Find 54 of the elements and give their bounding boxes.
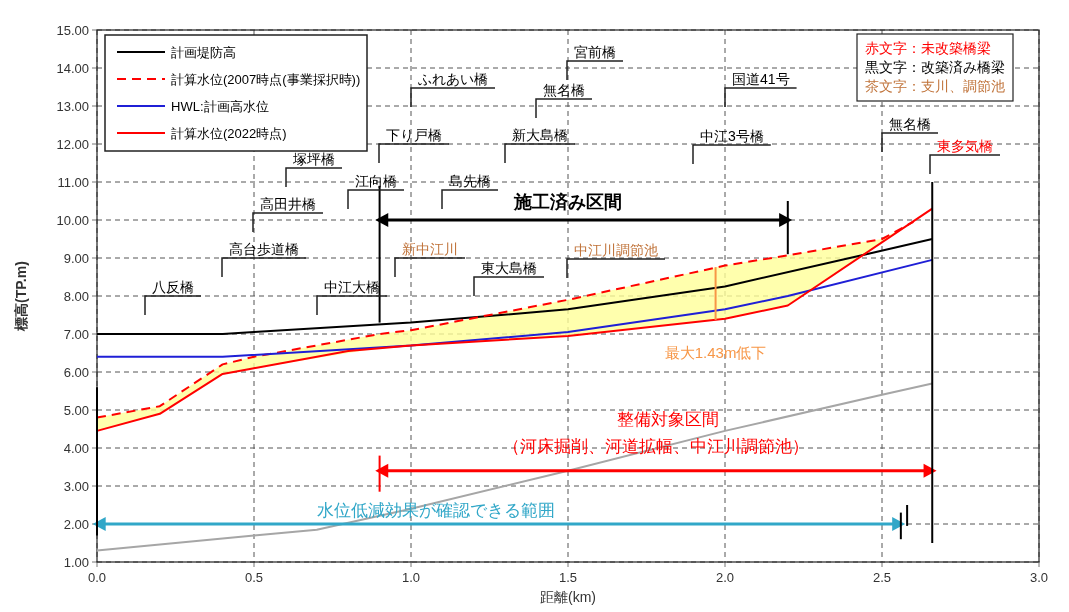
y-tick-label: 2.00 [63,517,89,532]
annotation: 整備対象区間 [617,409,720,429]
annotation: 宮前橋 [574,44,616,60]
annotation: 赤文字：未改築橋梁 [865,40,991,56]
annotation: 無名橋 [889,116,931,132]
annotation: 施工済み区間 [513,192,622,212]
annotation: 無名橋 [543,82,585,98]
y-tick-label: 1.00 [63,555,89,570]
y-tick-label: 10.00 [56,213,89,228]
annotation: 東大島橋 [481,260,537,276]
x-axis-title: 距離(km) [540,589,596,605]
annotation: 黒文字：改築済み橋梁 [865,59,1005,75]
annotation: 高田井橋 [260,196,316,212]
x-tick-label: 1.0 [401,570,421,585]
annotation: 中江川調節池 [574,242,658,258]
y-tick-label: 14.00 [56,61,89,76]
annotation: 中江大橋 [324,279,380,295]
annotation: 新大島橋 [512,127,568,143]
y-tick-label: 12.00 [56,137,89,152]
y-tick-label: 5.00 [63,403,89,418]
annotation: 下り戸橋 [386,127,442,143]
x-tick-label: 0.5 [244,570,264,585]
y-tick-label: 9.00 [63,251,89,266]
x-tick-label: 0.0 [87,570,107,585]
x-tick-label: 2.0 [715,570,735,585]
legend-label: HWL:計画高水位 [171,99,269,114]
annotation: 水位低減効果が確認できる範囲 [317,501,556,520]
annotation: ふれあい橋 [417,71,488,87]
y-tick-label: 4.00 [63,441,89,456]
annotation: （河床掘削、河道拡幅、中江川調節池） [502,436,809,456]
annotation: 塚坪橋 [292,151,335,167]
annotation: 最大1.43m低下 [664,343,767,361]
x-tick-label: 3.0 [1029,570,1049,585]
legend-label: 計算水位(2007時点(事業採択時)) [171,72,361,87]
annotation: 中江3号橋 [700,128,764,144]
y-tick-label: 13.00 [56,99,89,114]
legend-label: 計画堤防高 [171,45,236,60]
annotation: 八反橋 [152,279,194,295]
annotation: 茶文字：支川、調節池 [865,78,1005,94]
annotation: 国道41号 [732,71,790,87]
annotation: 島先橋 [449,173,491,189]
y-tick-label: 3.00 [63,479,89,494]
x-tick-label: 2.5 [872,570,892,585]
annotation: 東多気橋 [937,138,993,154]
annotation: 高台歩道橋 [229,241,299,257]
y-axis-title: 標高(TP.m) [13,261,29,332]
legend-label: 計算水位(2022時点) [171,126,287,141]
x-tick-label: 1.5 [558,570,578,585]
annotation: 新中江川 [402,241,458,257]
y-tick-label: 6.00 [63,365,89,380]
y-tick-label: 11.00 [57,175,89,190]
y-tick-label: 8.00 [63,289,89,304]
y-tick-label: 15.00 [56,23,89,38]
y-tick-label: 7.00 [63,327,89,342]
